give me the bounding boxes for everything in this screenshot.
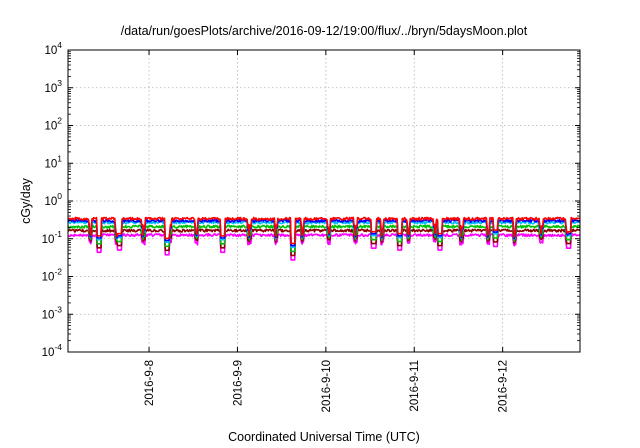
series-line: [67, 233, 581, 261]
y-tick-label: 10-1: [42, 229, 63, 246]
x-tick-label: 2016-9-8: [144, 360, 156, 406]
x-tick-label: 2016-9-9: [232, 360, 244, 406]
y-tick-label: 104: [44, 40, 62, 57]
x-axis-label: Coordinated Universal Time (UTC): [228, 430, 420, 444]
y-tick-label: 102: [44, 116, 62, 133]
y-tick-label: 10-2: [42, 267, 63, 284]
x-tick-label: 2016-9-12: [498, 360, 510, 412]
series-line: [67, 220, 581, 249]
x-tick-label: 2016-9-10: [321, 360, 333, 412]
series-line: [67, 224, 581, 253]
series-line: [67, 228, 581, 257]
y-tick-label: 101: [44, 153, 62, 170]
grid: [68, 50, 580, 352]
series-group: [67, 216, 581, 261]
y-axis-label: cGy/day: [19, 177, 33, 224]
y-tick-label: 100: [44, 191, 62, 208]
y-tick-label: 10-4: [42, 342, 63, 359]
series-line: [67, 216, 581, 245]
y-tick-label: 103: [44, 78, 62, 95]
x-tick-label: 2016-9-11: [409, 360, 421, 412]
chart-title: /data/run/goesPlots/archive/2016-09-12/1…: [121, 24, 528, 38]
x-axis-ticks: 2016-9-8 2016-9-9 2016-9-10 2016-9-11 2016-9…: [144, 50, 510, 412]
y-axis-ticks: 10-4 10-3 10-2 10-1 100 101 102 103 104: [42, 40, 580, 359]
y-tick-label: 10-3: [42, 304, 63, 321]
